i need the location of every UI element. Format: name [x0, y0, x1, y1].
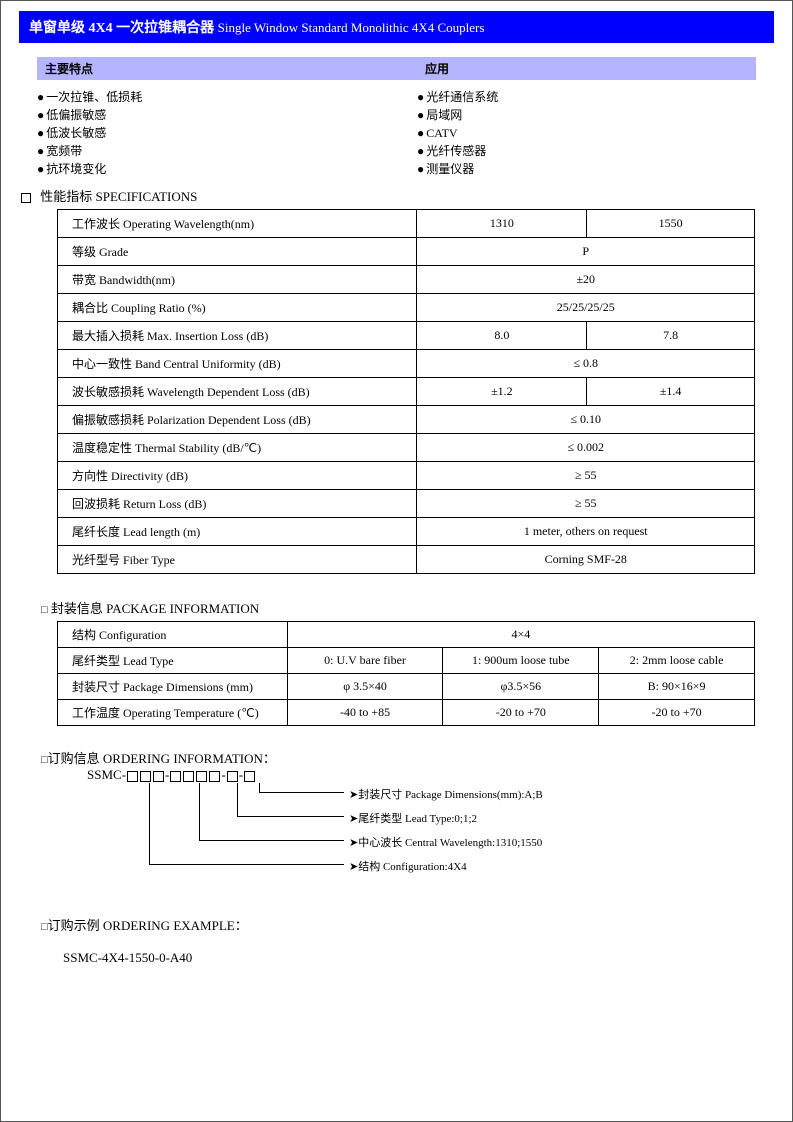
pkg-value: 2: 2mm loose cable	[599, 648, 755, 674]
spec-label: 温度稳定性 Thermal Stability (dB/℃)	[58, 434, 417, 462]
spec-value: ≤ 0.8	[417, 350, 755, 378]
pkg-value: φ 3.5×40	[287, 674, 443, 700]
spec-label: 回波损耗 Return Loss (dB)	[58, 490, 417, 518]
order-line-3: 结构 Configuration:4X4	[358, 861, 466, 873]
spec-value: ≤ 0.002	[417, 434, 755, 462]
pkg-label: 结构 Configuration	[58, 622, 288, 648]
order-line-0: 封装尺寸 Package Dimensions(mm):A;B	[358, 789, 543, 801]
spec-value: Corning SMF-28	[417, 546, 755, 574]
order-line-2: 中心波长 Central Wavelength:1310;1550	[358, 837, 542, 849]
example-head: □订购示例 ORDERING EXAMPLE：	[41, 915, 774, 934]
spec-label: 尾纤长度 Lead length (m)	[58, 518, 417, 546]
pkg-value: B: 90×16×9	[599, 674, 755, 700]
feature-item: 一次拉锥、低损耗	[37, 88, 417, 106]
spec-value: ≤ 0.10	[417, 406, 755, 434]
spec-value: 25/25/25/25	[417, 294, 755, 322]
order-line-1: 尾纤类型 Lead Type:0;1;2	[358, 813, 477, 825]
pkg-value: -20 to +70	[443, 700, 599, 726]
spec-head-text: 性能指标 SPECIFICATIONS	[40, 189, 197, 204]
app-item: CATV	[417, 124, 756, 142]
example-code: SSMC-4X4-1550-0-A40	[63, 950, 774, 966]
spec-value: P	[417, 238, 755, 266]
title-bar: 单窗单级 4X4 一次拉锥耦合器 Single Window Standard …	[19, 11, 774, 43]
subheader-right: 应用	[425, 60, 449, 77]
spec-value: ±20	[417, 266, 755, 294]
spec-table: 工作波长 Operating Wavelength(nm)13101550 等级 …	[57, 209, 755, 574]
ordering-head: □订购信息 ORDERING INFORMATION：	[41, 748, 774, 767]
pkg-value: 4×4	[287, 622, 754, 648]
title-cn: 单窗单级 4X4 一次拉锥耦合器	[29, 21, 214, 36]
spec-value: ≥ 55	[417, 490, 755, 518]
pkg-value: φ3.5×56	[443, 674, 599, 700]
pkg-label: 尾纤类型 Lead Type	[58, 648, 288, 674]
sub-header: 主要特点 应用	[37, 57, 756, 80]
spec-value: 1550	[587, 210, 755, 238]
pkg-label: 封装尺寸 Package Dimensions (mm)	[58, 674, 288, 700]
title-en: Single Window Standard Monolithic 4X4 Co…	[218, 20, 485, 35]
pkg-value: -20 to +70	[599, 700, 755, 726]
spec-label: 最大插入损耗 Max. Insertion Loss (dB)	[58, 322, 417, 350]
order-prefix: SSMC-	[87, 767, 126, 782]
spec-value: 7.8	[587, 322, 755, 350]
spec-label: 中心一致性 Band Central Uniformity (dB)	[58, 350, 417, 378]
spec-value: ±1.2	[417, 378, 587, 406]
checkbox-icon	[21, 193, 31, 203]
spec-label: 光纤型号 Fiber Type	[58, 546, 417, 574]
app-item: 光纤通信系统	[417, 88, 756, 106]
spec-value: ≥ 55	[417, 462, 755, 490]
pkg-head-text: 封装信息 PACKAGE INFORMATION	[51, 601, 259, 616]
spec-value: 1310	[417, 210, 587, 238]
pkg-label: 工作温度 Operating Temperature (℃)	[58, 700, 288, 726]
pkg-value: -40 to +85	[287, 700, 443, 726]
spec-label: 方向性 Directivity (dB)	[58, 462, 417, 490]
subheader-left: 主要特点	[45, 60, 425, 77]
features-apps: 一次拉锥、低损耗低偏振敏感低波长敏感宽频带抗环境变化 光纤通信系统局域网CATV…	[37, 88, 756, 178]
spec-label: 偏振敏感损耗 Polarization Dependent Loss (dB)	[58, 406, 417, 434]
app-item: 局域网	[417, 106, 756, 124]
pkg-section-head: □ 封装信息 PACKAGE INFORMATION	[41, 598, 774, 617]
spec-label: 等级 Grade	[58, 238, 417, 266]
spec-section-head: 性能指标 SPECIFICATIONS	[21, 186, 774, 205]
apps-list: 光纤通信系统局域网CATV光纤传感器测量仪器	[417, 88, 756, 178]
app-item: 测量仪器	[417, 160, 756, 178]
feature-item: 抗环境变化	[37, 160, 417, 178]
app-item: 光纤传感器	[417, 142, 756, 160]
features-list: 一次拉锥、低损耗低偏振敏感低波长敏感宽频带抗环境变化	[37, 88, 417, 178]
pkg-value: 0: U.V bare fiber	[287, 648, 443, 674]
feature-item: 低偏振敏感	[37, 106, 417, 124]
spec-value: 8.0	[417, 322, 587, 350]
spec-value: 1 meter, others on request	[417, 518, 755, 546]
spec-label: 带宽 Bandwidth(nm)	[58, 266, 417, 294]
feature-item: 宽频带	[37, 142, 417, 160]
ordering-diagram: SSMC---- ➤封装尺寸 Package Dimensions(mm):A;…	[87, 767, 774, 897]
pkg-value: 1: 900um loose tube	[443, 648, 599, 674]
feature-item: 低波长敏感	[37, 124, 417, 142]
spec-label: 耦合比 Coupling Ratio (%)	[58, 294, 417, 322]
order-code-row: SSMC----	[87, 767, 774, 783]
spec-label: 工作波长 Operating Wavelength(nm)	[58, 210, 417, 238]
pkg-table: 结构 Configuration4×4尾纤类型 Lead Type0: U.V …	[57, 621, 755, 726]
spec-label: 波长敏感损耗 Wavelength Dependent Loss (dB)	[58, 378, 417, 406]
spec-value: ±1.4	[587, 378, 755, 406]
